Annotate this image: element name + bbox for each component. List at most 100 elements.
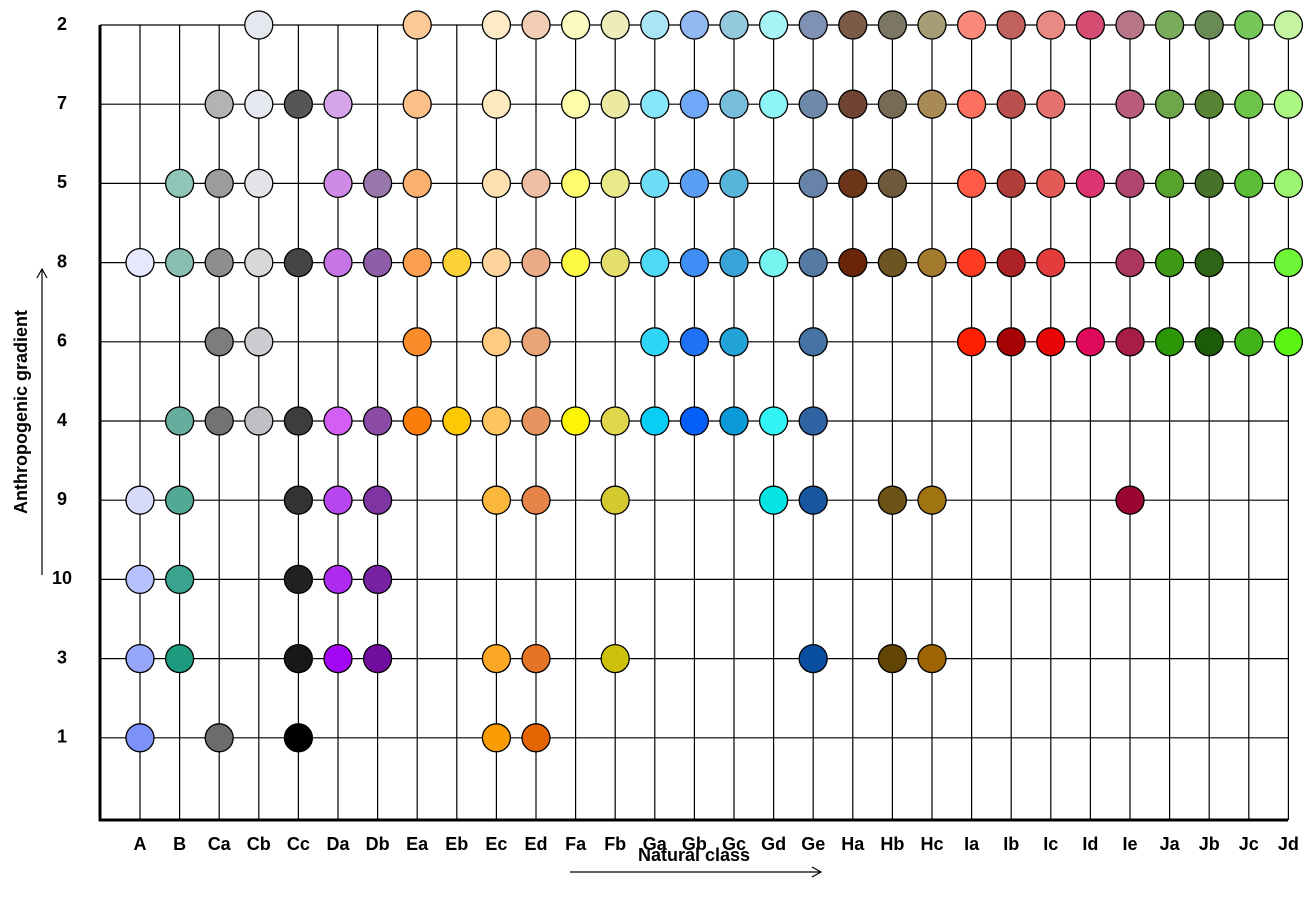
x-tick-label: Id [1082, 834, 1098, 854]
class-dot [481, 723, 512, 753]
class-dot [758, 10, 789, 40]
class-dot [481, 643, 512, 674]
class-dot [1194, 247, 1224, 278]
class-dot [362, 247, 393, 278]
x-tick-label: Jb [1199, 834, 1220, 854]
class-dot [640, 406, 670, 436]
class-dot [362, 406, 393, 436]
x-tick-label: Ec [485, 834, 507, 854]
class-dot [640, 89, 670, 119]
class-dot [481, 406, 512, 436]
x-tick-label: B [173, 834, 186, 854]
class-dot [996, 247, 1026, 278]
class-dot [204, 89, 234, 119]
class-dot [877, 10, 908, 40]
class-dot [125, 247, 155, 278]
class-dot [600, 485, 630, 515]
class-dot [442, 247, 472, 278]
class-dot [283, 406, 314, 436]
class-dot [1115, 10, 1145, 40]
class-dot [1154, 168, 1185, 199]
class-dot [560, 89, 591, 119]
class-dot [798, 643, 828, 674]
y-tick-label: 4 [57, 410, 67, 430]
class-dot [719, 10, 749, 40]
class-dot [996, 168, 1026, 199]
class-dot [283, 723, 314, 753]
class-dot [323, 168, 353, 199]
class-dot [917, 10, 947, 40]
class-dot [560, 10, 591, 40]
x-tick-label: Gb [682, 834, 707, 854]
class-dot [640, 168, 670, 199]
class-dot [323, 643, 353, 674]
class-dot [1154, 327, 1185, 357]
y-axis-label: Anthropogenic gradient [11, 310, 31, 514]
y-tick-label: 7 [57, 93, 67, 113]
class-dot [244, 327, 274, 357]
class-dot [679, 10, 710, 40]
class-dot [1234, 89, 1264, 119]
class-dot [204, 723, 234, 753]
class-dot [402, 89, 432, 119]
x-tick-label: Ha [841, 834, 865, 854]
class-dot [758, 406, 789, 436]
class-dot [1036, 247, 1066, 278]
class-dot [1273, 10, 1304, 40]
class-dot [838, 89, 868, 119]
class-dot [204, 168, 234, 199]
class-dot [719, 247, 749, 278]
class-dot [996, 10, 1026, 40]
class-dot [402, 168, 432, 199]
class-dot [600, 10, 630, 40]
x-tick-label: Ga [643, 834, 668, 854]
class-dot [877, 485, 908, 515]
class-dot [323, 564, 353, 595]
class-dot [164, 485, 195, 515]
class-dot [125, 643, 155, 674]
class-dot [758, 247, 789, 278]
x-tick-label: Hc [920, 834, 943, 854]
class-dot [164, 643, 195, 674]
class-dot [917, 485, 947, 515]
class-dot [1273, 327, 1304, 357]
class-dot [600, 247, 630, 278]
class-dot [362, 485, 393, 515]
x-axis-label: Natural class [638, 845, 750, 865]
class-dot [323, 247, 353, 278]
class-dot [1234, 168, 1264, 199]
class-dot [244, 168, 274, 199]
class-dot [323, 406, 353, 436]
y-tick-label: 3 [57, 647, 67, 667]
class-dot [917, 643, 947, 674]
class-dot [679, 168, 710, 199]
class-dot [1234, 327, 1264, 357]
x-tick-label: Jc [1239, 834, 1259, 854]
x-tick-label: Hb [880, 834, 904, 854]
class-dot [362, 168, 393, 199]
class-dot [362, 643, 393, 674]
class-dot [402, 406, 432, 436]
class-dot [323, 485, 353, 515]
x-tick-label: Ed [524, 834, 547, 854]
class-dot [481, 168, 512, 199]
class-dot [600, 406, 630, 436]
class-dot [600, 643, 630, 674]
class-dot [1194, 89, 1224, 119]
class-dot [1075, 327, 1106, 357]
x-tick-label: A [134, 834, 147, 854]
y-axis-arrowhead [36, 267, 48, 279]
class-dot [164, 406, 195, 436]
class-dot [1154, 10, 1185, 40]
class-dot [521, 327, 551, 357]
class-dot [481, 485, 512, 515]
class-dot [244, 247, 274, 278]
class-dot [679, 327, 710, 357]
class-dot [481, 10, 512, 40]
class-dot [323, 89, 353, 119]
class-dot [1036, 89, 1066, 119]
class-dot [719, 89, 749, 119]
class-dot [996, 327, 1026, 357]
class-dot [244, 406, 274, 436]
